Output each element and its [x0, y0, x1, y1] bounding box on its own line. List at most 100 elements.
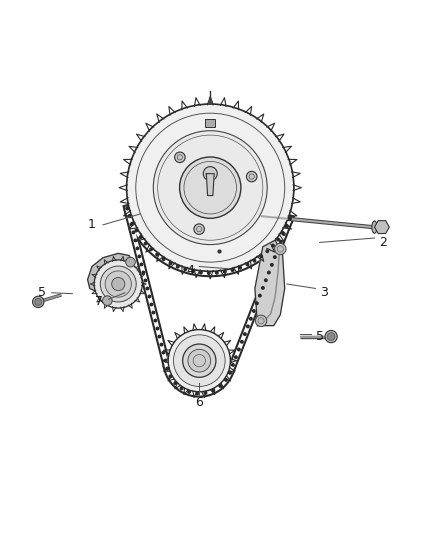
Circle shape — [162, 351, 166, 354]
Circle shape — [265, 249, 269, 253]
Circle shape — [264, 278, 268, 282]
Text: 1: 1 — [88, 219, 96, 231]
Text: 5: 5 — [316, 330, 324, 343]
Circle shape — [279, 240, 283, 244]
Circle shape — [188, 349, 211, 372]
Circle shape — [167, 329, 231, 393]
Circle shape — [327, 333, 335, 341]
Circle shape — [191, 269, 195, 273]
Circle shape — [195, 391, 199, 395]
Circle shape — [126, 257, 135, 267]
Circle shape — [173, 381, 177, 385]
Circle shape — [252, 309, 256, 313]
Circle shape — [127, 104, 294, 271]
Circle shape — [127, 104, 293, 271]
Circle shape — [271, 244, 275, 247]
Circle shape — [203, 167, 217, 181]
Circle shape — [35, 298, 42, 305]
Circle shape — [173, 335, 225, 386]
Circle shape — [261, 286, 265, 290]
Circle shape — [135, 246, 139, 251]
Text: 2: 2 — [379, 236, 387, 249]
Circle shape — [125, 206, 129, 211]
Circle shape — [129, 222, 133, 227]
Circle shape — [215, 271, 219, 275]
Circle shape — [240, 340, 244, 344]
Circle shape — [169, 374, 173, 378]
Circle shape — [224, 378, 228, 382]
Circle shape — [237, 348, 241, 351]
Circle shape — [131, 221, 134, 225]
Circle shape — [149, 303, 153, 306]
Circle shape — [139, 235, 143, 239]
Circle shape — [105, 271, 131, 297]
Circle shape — [169, 261, 173, 265]
Circle shape — [166, 367, 170, 370]
Circle shape — [153, 131, 267, 245]
Circle shape — [270, 263, 274, 267]
Circle shape — [144, 241, 148, 246]
Circle shape — [267, 271, 271, 274]
Circle shape — [230, 268, 234, 272]
Text: 5: 5 — [38, 286, 46, 300]
Circle shape — [238, 265, 242, 270]
Circle shape — [153, 319, 157, 322]
Circle shape — [223, 270, 227, 274]
Text: 4: 4 — [187, 264, 194, 277]
Circle shape — [259, 254, 263, 258]
Circle shape — [231, 363, 235, 367]
Circle shape — [168, 329, 230, 392]
Circle shape — [253, 259, 257, 263]
Circle shape — [155, 327, 159, 330]
Circle shape — [288, 217, 292, 221]
Circle shape — [176, 265, 180, 269]
Circle shape — [180, 157, 241, 219]
Circle shape — [275, 243, 286, 255]
Circle shape — [228, 370, 232, 375]
Circle shape — [131, 230, 135, 235]
Circle shape — [100, 266, 136, 302]
Bar — [205, 119, 215, 127]
Circle shape — [273, 255, 277, 259]
Circle shape — [234, 355, 238, 359]
Circle shape — [288, 217, 292, 221]
Circle shape — [276, 247, 280, 252]
Circle shape — [199, 271, 203, 274]
Circle shape — [207, 271, 211, 275]
Circle shape — [285, 224, 289, 228]
Circle shape — [148, 295, 152, 298]
Circle shape — [127, 214, 131, 219]
Circle shape — [155, 253, 159, 256]
Text: 3: 3 — [320, 286, 328, 300]
Circle shape — [159, 343, 163, 346]
Circle shape — [258, 294, 262, 297]
Circle shape — [281, 231, 285, 235]
Circle shape — [180, 386, 184, 390]
Circle shape — [218, 384, 222, 388]
Polygon shape — [206, 174, 214, 196]
Circle shape — [145, 287, 149, 290]
Circle shape — [152, 311, 155, 314]
Circle shape — [325, 330, 337, 343]
Circle shape — [212, 389, 215, 392]
Circle shape — [194, 224, 205, 235]
Text: 7: 7 — [95, 295, 102, 308]
Circle shape — [204, 391, 208, 395]
Circle shape — [139, 262, 143, 266]
Circle shape — [138, 254, 141, 259]
Circle shape — [143, 279, 147, 282]
Circle shape — [255, 315, 267, 327]
Circle shape — [166, 367, 170, 370]
Text: 6: 6 — [195, 396, 203, 409]
Circle shape — [149, 247, 153, 251]
Circle shape — [228, 370, 232, 375]
Circle shape — [276, 238, 280, 241]
Circle shape — [255, 301, 259, 305]
Circle shape — [175, 152, 185, 163]
Circle shape — [282, 232, 286, 236]
Circle shape — [128, 214, 132, 218]
Polygon shape — [88, 253, 138, 306]
Circle shape — [183, 268, 187, 271]
Circle shape — [247, 171, 257, 182]
Circle shape — [183, 344, 216, 377]
